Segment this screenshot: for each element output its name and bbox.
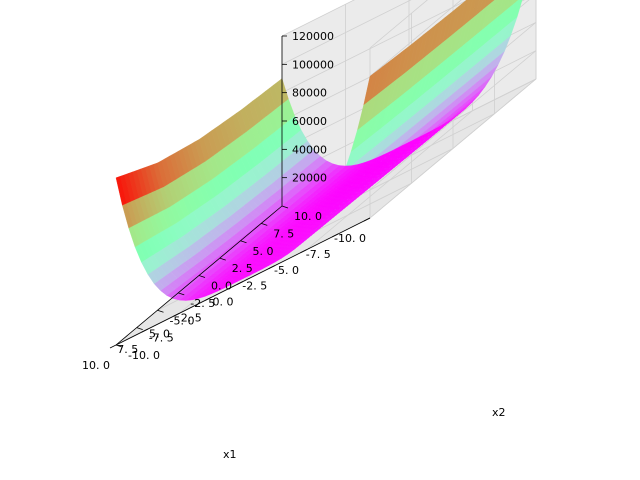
x-tick-mark [141, 328, 148, 333]
y-tick-mark [281, 205, 289, 209]
x-tick-mark [205, 297, 212, 301]
y-tick-label: -5. 0 [170, 314, 195, 327]
z-tick-label: 60000 [292, 115, 327, 128]
y-tick-label: 10. 0 [294, 210, 322, 223]
x-tick-mark [109, 344, 117, 349]
y-tick-mark [178, 292, 185, 296]
y-tick-mark [219, 257, 226, 261]
grid-back-left-z [369, 0, 462, 77]
x-tick-label: -7. 5 [306, 248, 331, 261]
y-axis-label: x2 [492, 406, 506, 419]
y-tick-label: -2. 5 [190, 297, 215, 310]
x-tick-mark [236, 281, 244, 285]
y-tick-label: 0. 0 [211, 280, 232, 293]
x-axis-label: x1 [223, 448, 237, 461]
z-axis-ticks: 20000 40000 60000 80000 100000 120000 [282, 30, 334, 185]
x-tick-label: 0. 0 [213, 296, 234, 309]
x-tick-label: 7. 5 [117, 343, 138, 356]
y-tick-label: 5. 0 [253, 245, 274, 258]
z-tick-label: 120000 [292, 30, 334, 43]
y-tick-label: 2. 5 [232, 262, 253, 275]
z-tick-label: 100000 [292, 58, 334, 71]
grid-back-left-z [369, 0, 428, 49]
y-tick-label: 7. 5 [273, 227, 294, 240]
x-tick-label: 2. 5 [181, 311, 202, 324]
x-tick-label: -5. 0 [274, 264, 299, 277]
z-tick-label: 20000 [292, 172, 327, 185]
x-tick-mark [332, 233, 339, 238]
x-tick-mark [363, 217, 371, 222]
z-tick-label: 40000 [292, 143, 327, 156]
grid-back-left-z [369, 50, 537, 190]
grid-back-right-z [281, 0, 469, 94]
grid-back-left-z [369, 78, 537, 219]
y-tick-label: -10. 0 [128, 349, 160, 362]
y-tick-mark [157, 309, 164, 313]
x-tick-mark [268, 265, 275, 269]
y-tick-mark [115, 344, 123, 348]
x-axis-ticks: -10. 0-7. 5-5. 0-2. 50. 02. 55. 07. 510.… [82, 217, 371, 372]
x-tick-label: 10. 0 [82, 359, 110, 372]
x-tick-label: -10. 0 [334, 232, 366, 245]
y-tick-mark [240, 240, 247, 244]
z-tick-label: 80000 [292, 87, 327, 100]
y-axis-ticks: -10. 0-7. 5-5. 0-2. 50. 02. 55. 07. 510.… [115, 205, 322, 362]
y-tick-mark [261, 222, 268, 226]
x-tick-label: 5. 0 [149, 327, 170, 340]
x-tick-mark [300, 249, 307, 254]
y-tick-mark [198, 275, 206, 278]
surface-patch [115, 176, 127, 206]
grid-back-right-z [281, 0, 412, 65]
x-tick-mark [173, 312, 180, 317]
y-tick-label: -7. 5 [149, 332, 174, 345]
surface [115, 0, 523, 301]
x-tick-label: -2. 5 [242, 280, 267, 293]
y-tick-mark [136, 327, 143, 331]
grid-back-right-z [281, 0, 355, 37]
